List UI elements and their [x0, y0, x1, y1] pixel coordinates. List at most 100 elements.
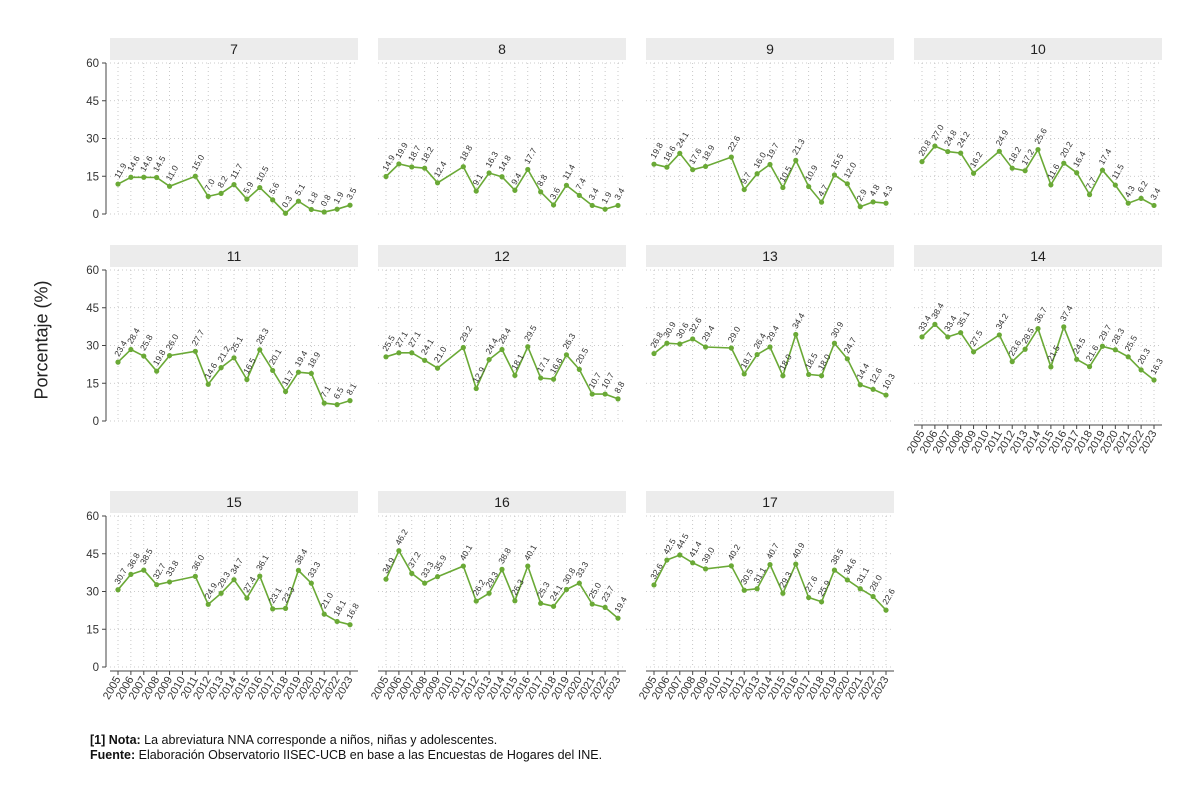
data-point [115, 587, 121, 593]
data-label: 17.7 [522, 146, 539, 166]
data-point [677, 552, 683, 558]
panel-12: 1225.527.127.124.121.029.212.924.428.418… [378, 245, 627, 422]
data-label: 11.7 [228, 162, 245, 181]
panel-title: 16 [494, 494, 510, 510]
data-point [295, 198, 302, 204]
data-label: 4.3 [880, 184, 895, 199]
data-point [857, 382, 863, 388]
data-point [651, 161, 657, 167]
data-point [754, 171, 760, 177]
data-label: 11.0 [164, 163, 181, 182]
data-label: 14.5 [151, 154, 168, 174]
data-label: 9.7 [738, 170, 753, 185]
panel-title: 14 [1030, 248, 1046, 264]
data-label: 16.4 [1071, 149, 1088, 169]
panel-10: 1020.827.024.824.216.224.918.217.225.611… [914, 38, 1163, 215]
data-label: 34.6 [841, 556, 858, 576]
nota-text: La abreviatura NNA corresponde a niños, … [140, 733, 498, 747]
data-label: 1.9 [599, 190, 614, 205]
data-point [321, 611, 327, 617]
data-point [550, 202, 557, 208]
data-label: 11.9 [112, 161, 129, 180]
data-point [538, 189, 544, 195]
panel-15: 1501530456020052006200720082009201020112… [86, 491, 361, 702]
panel-strip [378, 491, 626, 513]
data-label: 21.5 [1045, 343, 1062, 363]
data-point [218, 365, 224, 371]
data-point [1086, 364, 1093, 370]
data-point [499, 174, 505, 180]
data-point [308, 370, 314, 377]
data-point [883, 607, 889, 613]
data-label: 14.6 [202, 361, 219, 381]
data-point [831, 340, 838, 346]
data-label: 19.4 [612, 595, 629, 615]
panel-9: 919.818.624.117.618.9 22.69.716.019.710.5… [646, 38, 895, 215]
data-label: 10.3 [880, 372, 897, 392]
data-label: 24.1 [674, 130, 691, 150]
panel-title: 8 [498, 41, 506, 57]
data-point [270, 606, 276, 612]
data-point [128, 571, 134, 577]
data-point [205, 601, 211, 607]
data-point [434, 574, 441, 580]
data-point [844, 577, 850, 583]
data-point [347, 202, 353, 208]
data-point [538, 375, 544, 381]
data-point [486, 170, 492, 176]
data-point [282, 605, 289, 611]
data-label: 18.9 [305, 350, 322, 370]
data-point [1125, 354, 1131, 360]
y-tick-label: 60 [86, 511, 99, 523]
y-tick-label: 0 [93, 416, 99, 428]
data-label: 30.7 [112, 566, 129, 586]
data-point [793, 157, 799, 163]
data-point [1009, 165, 1015, 171]
data-label: 38.5 [138, 547, 155, 567]
data-point [218, 590, 224, 596]
data-point [512, 187, 518, 193]
series-line [385, 548, 619, 619]
data-point [166, 183, 173, 189]
data-label: 31.1 [751, 565, 768, 585]
data-point [486, 356, 492, 363]
data-point [347, 398, 353, 404]
data-point [295, 567, 302, 573]
data-point [231, 577, 237, 583]
data-point [422, 357, 428, 363]
data-point [257, 347, 263, 353]
data-point [857, 586, 863, 592]
data-point [1022, 346, 1028, 352]
data-point [1138, 367, 1144, 373]
data-label: 33.3 [305, 560, 322, 580]
data-point [525, 563, 531, 569]
data-label: 3.6 [548, 185, 563, 200]
data-label: 34.2 [993, 311, 1010, 331]
data-point [970, 170, 977, 176]
data-label: 22.6 [725, 134, 742, 154]
data-point [1035, 146, 1041, 153]
data-label: 21.0 [318, 591, 335, 611]
data-label: 18.9 [700, 143, 717, 163]
data-point [844, 356, 850, 362]
data-point [602, 206, 608, 212]
data-label: 17.4 [1097, 147, 1114, 167]
data-point [409, 570, 415, 576]
data-point [460, 344, 466, 351]
data-label: 20.1 [267, 347, 284, 367]
data-point [883, 200, 889, 206]
data-point [831, 172, 838, 178]
y-tick-label: 45 [86, 303, 99, 315]
data-point [589, 391, 595, 397]
data-point [754, 586, 760, 592]
data-point [205, 193, 211, 199]
data-point [1151, 377, 1157, 383]
data-point [499, 566, 505, 572]
data-point [651, 582, 657, 588]
data-point [550, 376, 557, 382]
data-point [651, 350, 657, 357]
data-label: 24.1 [419, 337, 436, 357]
data-label: 35.9 [432, 553, 449, 573]
data-point [818, 373, 825, 379]
data-point [231, 181, 237, 188]
